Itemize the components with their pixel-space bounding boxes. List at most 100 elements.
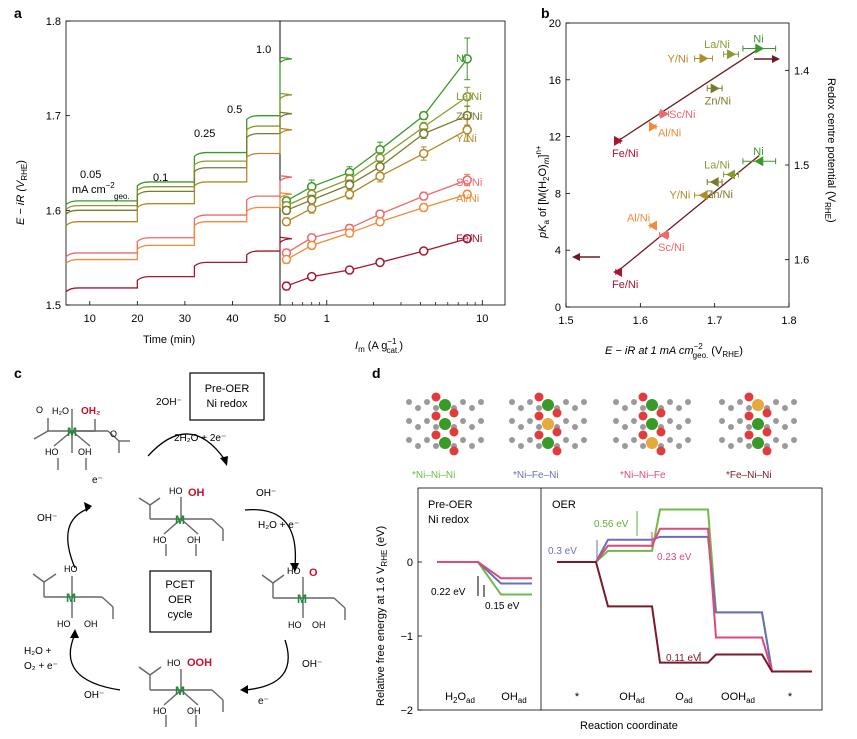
step-unit-sup: −2 bbox=[106, 181, 116, 190]
a-right-xlabel-rest: (A g bbox=[365, 340, 388, 352]
panel-b: b 1.5 1.6 1.7 1.8 0 4 8 12 16 20 1.4 1.5 1.6 Ni La/Ni… bbox=[534, 5, 837, 360]
arrow-right-bottom bbox=[244, 639, 289, 691]
structure-metal-atom bbox=[542, 399, 554, 411]
a-right-series-label-ScNi: Sc/Ni bbox=[456, 177, 482, 189]
a-right-point-ZnNi bbox=[418, 128, 429, 139]
step-label-10: 1.0 bbox=[256, 44, 271, 56]
a-left-line-LaNi bbox=[65, 92, 293, 210]
cat-main: O bbox=[675, 691, 684, 703]
structure-carbon-atom bbox=[518, 443, 524, 449]
b-point-redox-Ni bbox=[754, 156, 764, 167]
structure-carbon-atom bbox=[572, 443, 578, 449]
a-left-x-ticks: 10 20 30 40 50 bbox=[84, 301, 286, 325]
a-right-point-Ni bbox=[418, 110, 429, 121]
a-right-series-label-AlNi: Al/Ni bbox=[456, 193, 479, 205]
structure-oxygen-atom bbox=[552, 446, 562, 456]
a-xtick-label: 40 bbox=[226, 313, 238, 325]
b-xlabel-close: ) bbox=[739, 345, 743, 357]
structure-carbon-atom bbox=[791, 418, 797, 424]
structure-carbon-atom bbox=[581, 437, 587, 443]
b-ylabel-left-close: ] bbox=[537, 155, 549, 158]
b-point-label-redox-YNi: Y/Ni bbox=[670, 189, 691, 201]
legend-nifeni: *Ni–Fe–Ni bbox=[513, 470, 559, 481]
structure-carbon-atom bbox=[782, 405, 788, 411]
a-left-line-YNi bbox=[65, 127, 293, 226]
d-right-line-FeNiNi bbox=[557, 561, 812, 673]
a-right-point-FeNi bbox=[281, 281, 292, 291]
a-ytick-label: 1.5 bbox=[46, 300, 61, 312]
b-xtick-label: 1.7 bbox=[707, 315, 722, 327]
d-y-ticks: −2 −1 0 bbox=[400, 557, 422, 717]
d-xlabel: Reaction coordinate bbox=[580, 720, 678, 732]
d-right-line-NiNiFe bbox=[557, 527, 812, 673]
d-cat-right-2: Oad bbox=[675, 691, 692, 705]
b-point-pka-FeNi bbox=[614, 135, 624, 146]
structure-carbon-atom bbox=[406, 418, 412, 424]
m3-oh-low: OH bbox=[84, 619, 98, 629]
structure-legend: *Ni–Ni–Ni *Ni–Fe–Ni *Ni–Ni–Fe *Fe–Ni–Ni bbox=[412, 470, 772, 481]
d-ytick-label: −2 bbox=[400, 705, 413, 717]
a-right-point-YNi bbox=[281, 216, 292, 227]
structure-oxygen-atom bbox=[638, 430, 648, 440]
b-ylabel-left-rest: of [M(H bbox=[537, 181, 549, 220]
m2-oh-low: OH bbox=[187, 535, 201, 545]
m3-ho: HO bbox=[64, 564, 78, 574]
b-ylabel-left-pk: pK bbox=[537, 224, 549, 239]
structure-carbon-atom bbox=[518, 424, 524, 430]
m2-metal: M bbox=[175, 513, 185, 527]
d-ylabel-rest: (eV) bbox=[375, 526, 387, 550]
structure-carbon-atom bbox=[433, 443, 439, 449]
a-left-line-ZnNi bbox=[65, 111, 293, 215]
b-ytick-left-label: 0 bbox=[555, 302, 561, 314]
m4-o: O bbox=[309, 567, 318, 579]
structure-metal-atom bbox=[752, 437, 764, 449]
structure-carbon-atom bbox=[676, 424, 682, 430]
a-ylabel-close: ) bbox=[15, 160, 27, 164]
panel-b-label: b bbox=[541, 5, 550, 21]
structure-oxygen-atom bbox=[762, 408, 772, 418]
b-ylabel-right-sub: RHE bbox=[823, 202, 832, 219]
a-right-point-YNi bbox=[418, 148, 429, 159]
a-right-line-YNi bbox=[286, 129, 468, 223]
cat-sub: 2 bbox=[453, 696, 458, 705]
panel-c: c Pre-OER Ni redox PCET OER cycle M H₂O … bbox=[14, 365, 346, 727]
d-left-line-NiNiFe bbox=[437, 561, 532, 580]
step-label-025: 0.25 bbox=[194, 128, 215, 140]
ann-023: 0.23 eV bbox=[657, 552, 692, 563]
structure-carbon-atom bbox=[782, 443, 788, 449]
b-ylabel-right-close: ) bbox=[825, 219, 837, 223]
step-labels: 0.05 mA cm−2 geo. 0.1 0.25 0.5 1.0 bbox=[72, 44, 271, 201]
m5-ooh: OOH bbox=[187, 657, 212, 669]
step-unit-sub: geo. bbox=[114, 192, 130, 201]
a-right-point-AlNi bbox=[462, 189, 472, 199]
structure-oxygen-atom bbox=[431, 392, 441, 402]
structure-oxygen-atom bbox=[744, 392, 754, 402]
molecule-hydroxo bbox=[138, 497, 224, 556]
arrow-right-top bbox=[244, 508, 297, 567]
b-point-pka-Ni bbox=[755, 43, 765, 54]
a-xtick-label: 50 bbox=[274, 313, 286, 325]
a-xtick-label: 30 bbox=[179, 313, 191, 325]
structure-carbon-atom bbox=[667, 418, 673, 424]
b-ylabel-left-rest2: O) bbox=[537, 164, 549, 176]
a-right-point-ScNi bbox=[418, 191, 429, 201]
structure-carbon-atom bbox=[791, 399, 797, 405]
pcet-box-line2: OER bbox=[168, 594, 192, 606]
structure-metal-atom bbox=[752, 418, 764, 430]
structure-carbon-atom bbox=[424, 399, 430, 405]
b-point-redox-FeNi bbox=[613, 266, 623, 277]
structure-carbon-atom bbox=[737, 418, 743, 424]
a-right-point-ScNi bbox=[462, 175, 472, 185]
cat-main: OOH bbox=[721, 691, 746, 703]
m2-ho-low: HO bbox=[153, 535, 167, 545]
a-right-point-FeNi bbox=[306, 271, 317, 282]
structure-carbon-atom bbox=[737, 399, 743, 405]
a-ytick-label: 1.8 bbox=[46, 16, 61, 28]
structure-carbon-atom bbox=[563, 437, 569, 443]
b-point-label-pka-YNi: Y/Ni bbox=[668, 54, 689, 66]
structure-carbon-atom bbox=[667, 399, 673, 405]
b-point-redox-YNi bbox=[698, 190, 708, 201]
b-point-label-redox-FeNi: Fe/Ni bbox=[612, 279, 638, 291]
cat-main: OH bbox=[501, 691, 518, 703]
cat-sub: ad bbox=[518, 696, 527, 705]
